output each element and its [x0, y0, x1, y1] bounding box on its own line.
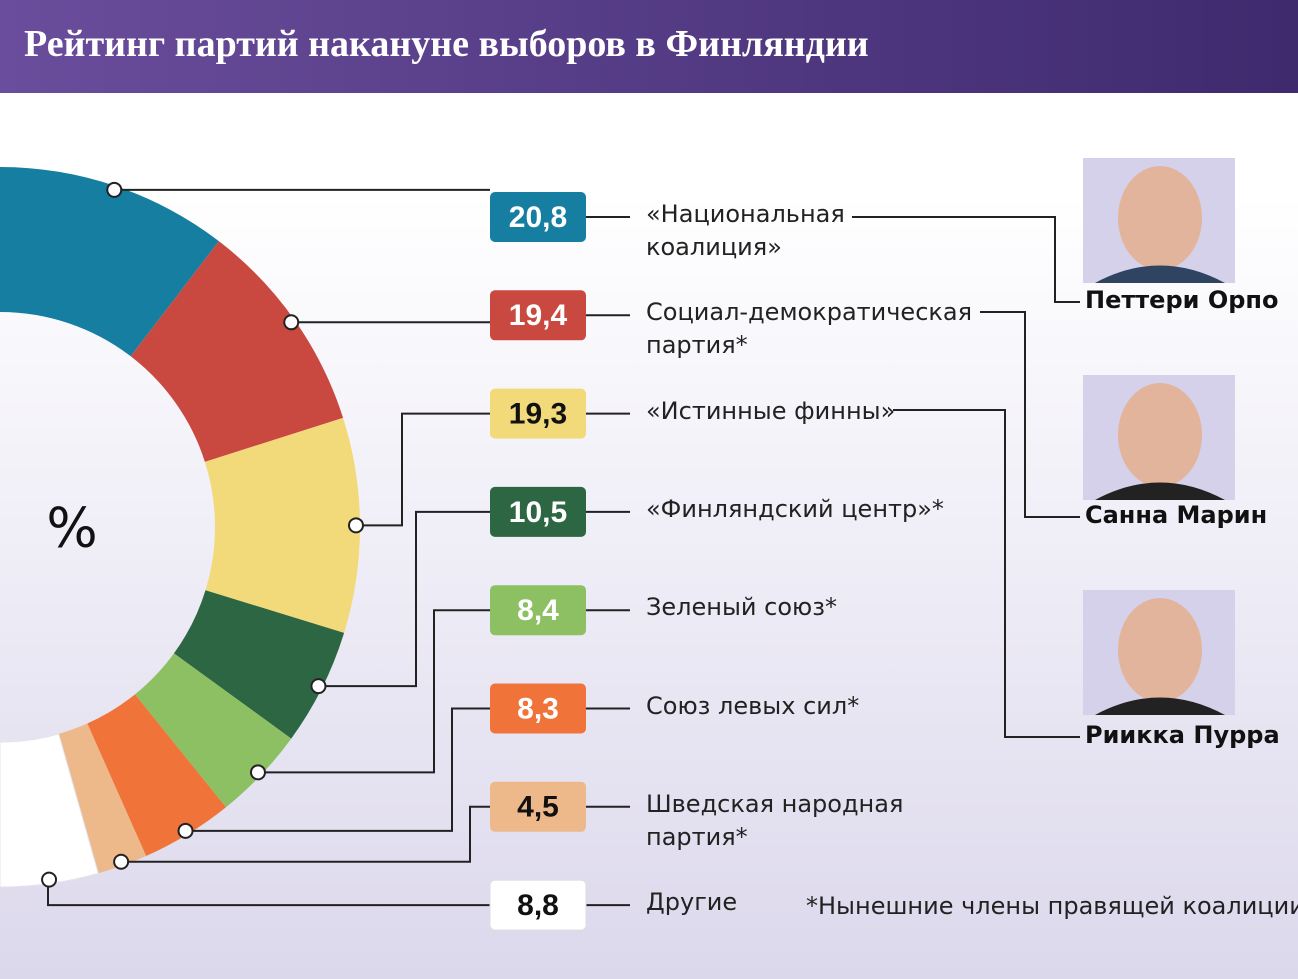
photo-face [1118, 166, 1202, 270]
value-box [490, 683, 586, 734]
value-box [490, 192, 586, 242]
category-label: «Национальная коалиция» [646, 200, 845, 261]
leader-link [852, 216, 1080, 303]
donut-segment [0, 733, 99, 888]
leader-dot [347, 517, 364, 534]
leader-dot [41, 871, 58, 888]
leader-dot [310, 678, 327, 695]
center-label: % [46, 497, 97, 560]
leader-dot [283, 314, 300, 331]
category-label: Другие [646, 888, 738, 917]
value-box [490, 585, 586, 636]
category-label: «Финляндский центр»* [646, 494, 944, 523]
leader-dot [106, 181, 123, 198]
donut-segment [130, 241, 344, 462]
value-box [490, 388, 586, 439]
value-label: 19,4 [509, 299, 568, 332]
leader-line [121, 805, 490, 863]
category-label: Зеленый союз* [646, 593, 837, 622]
category-label: Социал-демократическая партия* [646, 298, 973, 360]
leader-link [980, 311, 1080, 518]
value-label: 20,8 [509, 201, 567, 234]
photo-body [1095, 697, 1225, 715]
value-label: 4,5 [517, 791, 559, 824]
leader-name: Риикка Пурра [1085, 721, 1280, 749]
donut-segment [87, 694, 226, 857]
photo-body [1095, 482, 1225, 500]
leader-name: Петтери Орпо [1085, 286, 1279, 314]
value-box [490, 290, 586, 341]
value-box [489, 879, 587, 931]
photo-face [1118, 383, 1202, 487]
value-label: 8,3 [517, 692, 559, 725]
leader-line [257, 609, 490, 774]
donut-segment [204, 417, 360, 633]
leader-line [355, 412, 490, 527]
photo-body [1095, 265, 1225, 283]
category-label: «Истинные финны» [646, 396, 896, 425]
value-box [490, 781, 586, 832]
header: Рейтинг партий накануне выборов в Финлян… [0, 0, 1298, 93]
leader-dot [113, 853, 130, 870]
leader-dot [177, 822, 194, 839]
value-label: 19,3 [509, 398, 567, 431]
leader-line [47, 878, 490, 907]
value-label: 10,5 [509, 496, 567, 529]
title: Рейтинг партий накануне выборов в Финлян… [24, 23, 869, 65]
category-label: Союз левых сил* [646, 691, 860, 720]
leader-link [893, 409, 1080, 738]
value-label: 8,8 [517, 889, 559, 922]
value-label: 8,4 [517, 594, 559, 627]
leader-line [185, 707, 490, 832]
leader-name: Санна Марин [1085, 501, 1268, 529]
category-label: Шведская народная партия* [646, 789, 904, 851]
value-box [490, 486, 586, 537]
leader-line [318, 510, 490, 688]
photo-face [1118, 598, 1202, 702]
donut-segment [58, 723, 147, 874]
leader-dot [249, 764, 266, 781]
donut-segment [173, 590, 345, 739]
footnote: *Нынешние члены правящей коалиции [806, 892, 1298, 920]
donut-segment [0, 167, 219, 357]
